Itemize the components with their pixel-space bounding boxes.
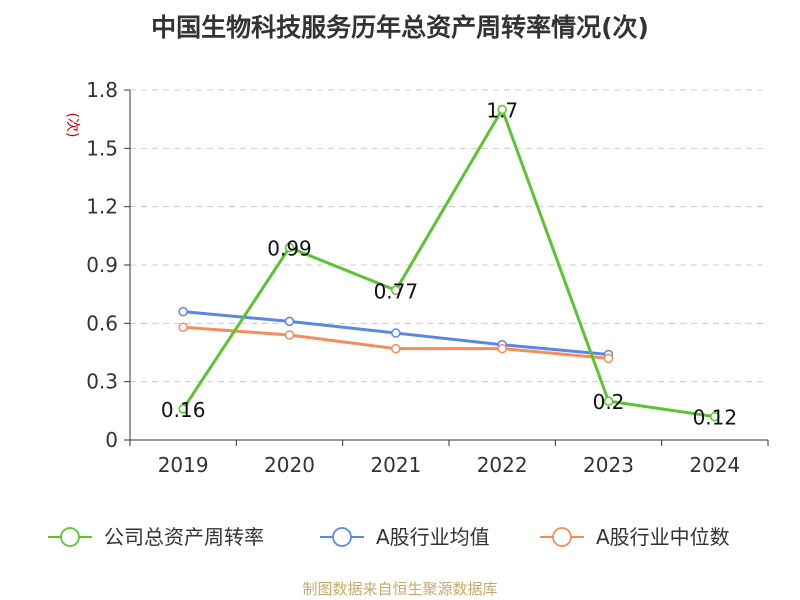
chart-title: 中国生物科技服务历年总资产周转率情况(次): [151, 13, 649, 42]
data-point: [391, 328, 401, 338]
x-tick-label: 2019: [158, 453, 209, 477]
data-point: [497, 104, 507, 115]
data-point: [497, 343, 507, 354]
source-note: 制图数据来自恒生聚源数据库: [302, 580, 498, 598]
data-point: [603, 353, 614, 364]
series-group: [178, 104, 720, 422]
data-point: [284, 316, 295, 327]
data-point: [710, 411, 720, 422]
data-point: [603, 396, 614, 406]
data-point: [391, 285, 401, 296]
data-label: 0.77: [374, 279, 419, 303]
series-line: [181, 107, 716, 419]
y-tick-label: 1.5: [86, 136, 118, 160]
data-point: [284, 242, 295, 253]
y-tick-label: 1.8: [86, 78, 118, 102]
axes: 0 0.3 0.6 0.9 1.2 1.5 1.8 2019 2020 2021 2022 2023 2…: [86, 78, 769, 477]
y-tick-label: 0.3: [86, 370, 118, 394]
data-label: 1.7: [486, 98, 518, 122]
legend-marker: [552, 527, 572, 547]
x-tick-label: 2023: [583, 453, 634, 477]
legend-label: A股行业均值: [376, 525, 490, 549]
data-labels: 0.16 0.99 0.77 1.7 0.2 0.12: [161, 98, 737, 429]
x-tick-label: 2020: [264, 453, 315, 477]
data-point: [284, 330, 295, 340]
y-tick-label: 0: [105, 428, 118, 452]
data-label: 0.16: [161, 398, 206, 422]
data-label: 0.12: [693, 406, 738, 430]
legend-label: A股行业中位数: [596, 525, 730, 549]
data-label: 0.2: [593, 390, 625, 414]
data-label: 0.99: [267, 237, 312, 261]
y-axis-label: (次): [64, 113, 80, 138]
data-point: [178, 404, 188, 414]
x-tick-label: 2022: [477, 453, 528, 477]
x-tick-label: 2024: [689, 453, 740, 477]
legend-marker: [60, 527, 80, 547]
legend: 公司总资产周转率 A股行业均值 A股行业中位数: [48, 525, 730, 549]
y-tick-label: 0.9: [86, 253, 118, 277]
y-tick-label: 0.6: [86, 311, 118, 335]
data-point: [178, 322, 188, 332]
legend-marker: [332, 527, 352, 547]
data-point: [391, 343, 401, 354]
x-tick-label: 2021: [370, 453, 421, 477]
grid-lines: [130, 89, 768, 383]
data-point: [178, 306, 188, 317]
legend-label: 公司总资产周转率: [104, 525, 264, 549]
y-tick-label: 1.2: [86, 195, 118, 219]
